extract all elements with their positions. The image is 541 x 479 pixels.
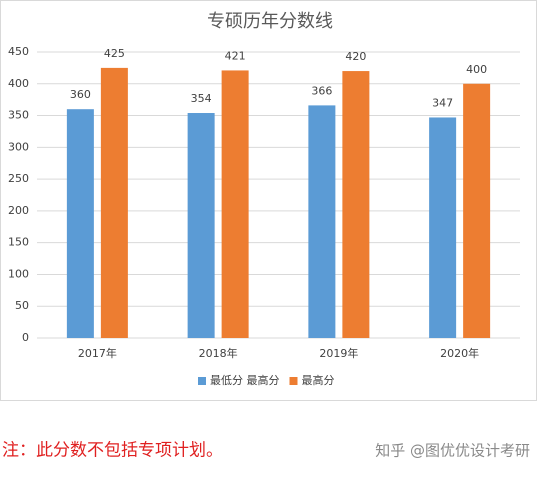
data-label: 420 bbox=[345, 50, 366, 63]
x-tick-label: 2020年 bbox=[440, 346, 479, 360]
y-tick-label: 400 bbox=[8, 77, 29, 90]
y-tick-label: 300 bbox=[8, 140, 29, 153]
y-tick-label: 100 bbox=[8, 267, 29, 280]
bar bbox=[342, 71, 370, 339]
bar bbox=[100, 67, 128, 338]
y-tick-label: 350 bbox=[8, 109, 29, 122]
y-tick-label: 250 bbox=[8, 172, 29, 185]
bar bbox=[463, 83, 491, 339]
y-tick-label: 150 bbox=[8, 236, 29, 249]
data-label: 347 bbox=[432, 96, 453, 109]
legend-label: 最高分 bbox=[302, 373, 335, 387]
data-label: 360 bbox=[70, 88, 91, 101]
data-label: 400 bbox=[466, 63, 487, 76]
bar bbox=[66, 109, 94, 338]
chart-title: 专硕历年分数线 bbox=[207, 11, 333, 32]
data-label: 421 bbox=[225, 49, 246, 62]
x-tick-label: 2019年 bbox=[319, 346, 358, 360]
bar bbox=[429, 117, 457, 338]
x-tick-label: 2017年 bbox=[78, 346, 117, 360]
legend-swatch bbox=[198, 377, 206, 385]
legend-swatch bbox=[289, 377, 298, 385]
y-tick-label: 450 bbox=[8, 45, 29, 58]
y-tick-label: 200 bbox=[8, 204, 29, 217]
y-tick-label: 0 bbox=[22, 331, 29, 344]
data-label: 366 bbox=[311, 84, 332, 97]
x-tick-label: 2018年 bbox=[199, 346, 238, 360]
bar bbox=[221, 70, 249, 338]
bar bbox=[187, 113, 215, 338]
watermark: 知乎 @图优优设计考研 bbox=[375, 442, 530, 460]
y-tick-label: 50 bbox=[15, 299, 29, 312]
legend-label: 最低分 最高分 bbox=[210, 373, 280, 387]
data-label: 354 bbox=[191, 92, 212, 105]
note: 注：此分数不包括专项计划。 bbox=[2, 441, 223, 461]
bar bbox=[308, 105, 336, 339]
data-label: 425 bbox=[104, 47, 125, 60]
